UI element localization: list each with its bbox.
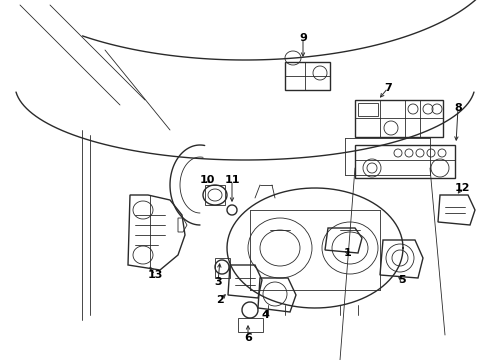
Text: 5: 5 [398, 275, 406, 285]
Text: 1: 1 [344, 248, 352, 258]
Text: 3: 3 [214, 277, 222, 287]
Text: 2: 2 [216, 295, 224, 305]
Text: 8: 8 [454, 103, 462, 113]
Text: 6: 6 [244, 333, 252, 343]
Text: 9: 9 [299, 33, 307, 43]
Text: 10: 10 [199, 175, 215, 185]
Text: 12: 12 [454, 183, 470, 193]
Text: 13: 13 [147, 270, 163, 280]
Text: 11: 11 [224, 175, 240, 185]
Text: 4: 4 [261, 310, 269, 320]
Text: 7: 7 [384, 83, 392, 93]
